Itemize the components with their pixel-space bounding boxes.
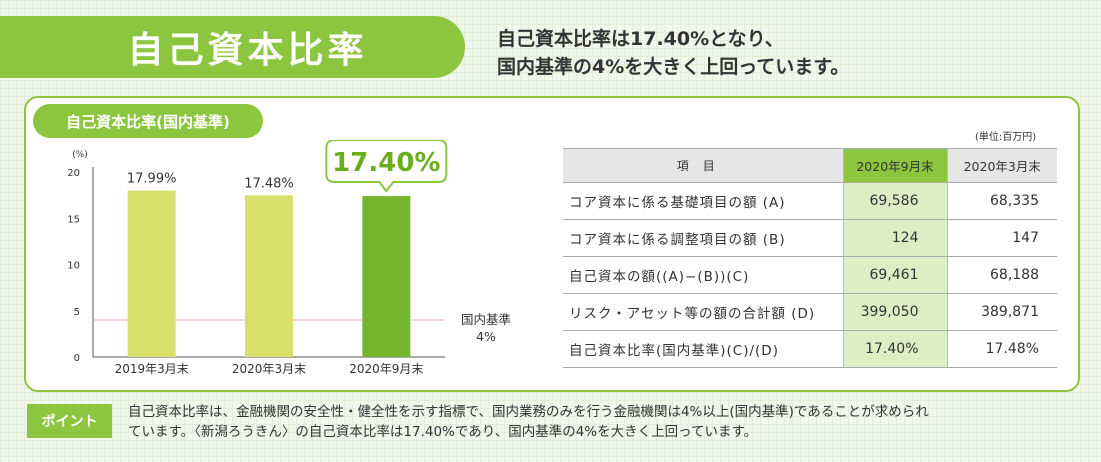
table-unit-note: (単位:百万円) <box>975 132 1037 143</box>
bar-chart: (%) 0 5 10 15 20 国内基準 4% 2019年3月末 17.99% 2020年3月末 1… <box>67 140 511 376</box>
row-value-2020-09: 17.40% <box>843 330 948 368</box>
y-tick-label: 10 <box>67 261 80 272</box>
point-badge: ポイント <box>27 404 112 438</box>
row-value-2020-03: 389,871 <box>947 293 1057 331</box>
row-value-2020-09: 69,586 <box>843 182 948 220</box>
headline: 自己資本比率は17.40%となり、 国内基準の4%を大きく上回っています。 <box>497 25 849 81</box>
row-value-2020-09: 69,461 <box>843 256 948 294</box>
table-row: コア資本に係る調整項目の額 (B) 124 147 <box>563 219 1057 257</box>
point-text: 自己資本比率は、金融機関の安全性・健全性を示す指標で、国内業務のみを行う金融機関… <box>128 402 1088 442</box>
data-label: 17.40% <box>332 148 440 178</box>
row-value-2020-03: 68,188 <box>947 256 1057 294</box>
point-line-1: 自己資本比率は、金融機関の安全性・健全性を示す指標で、国内業務のみを行う金融機関… <box>128 404 929 420</box>
row-value-2020-09: 399,050 <box>843 293 948 331</box>
page-title: 自己資本比率 <box>127 30 368 71</box>
row-item: 自己資本比率(国内基準)(C)/(D) <box>563 330 844 368</box>
table-header-row: 項目 2020年9月末 2020年3月末 <box>563 148 1057 183</box>
y-tick-label: 5 <box>74 307 80 318</box>
row-value-2020-09: 124 <box>843 219 948 257</box>
bar <box>127 190 176 357</box>
table-row: コア資本に係る基礎項目の額 (A) 69,586 68,335 <box>563 182 1057 220</box>
y-tick-label: 0 <box>74 353 80 364</box>
header-2020-09: 2020年9月末 <box>843 148 948 183</box>
y-unit-label: (%) <box>72 150 88 160</box>
row-value-2020-03: 147 <box>947 219 1057 257</box>
y-tick-label: 15 <box>67 214 80 225</box>
headline-line-2: 国内基準の4%を大きく上回っています。 <box>497 56 850 78</box>
data-label: 17.99% <box>127 172 177 187</box>
bar <box>362 196 411 357</box>
table-row: 自己資本比率(国内基準)(C)/(D) 17.40% 17.48% <box>563 330 1057 368</box>
table-row: リスク・アセット等の額の合計額 (D) 399,050 389,871 <box>563 293 1057 331</box>
row-value-2020-03: 68,335 <box>947 182 1057 220</box>
reference-label: 国内基準 <box>461 312 511 327</box>
data-label: 17.48% <box>244 176 294 191</box>
callout-bubble <box>325 140 448 193</box>
reference-value: 4% <box>476 329 496 344</box>
x-tick-label: 2020年9月末 <box>349 362 423 376</box>
bar <box>245 195 293 357</box>
row-value-2020-03: 17.48% <box>947 330 1057 368</box>
capital-table: 項目 2020年9月末 2020年3月末 コア資本に係る基礎項目の額 (A) 6… <box>563 148 1057 368</box>
row-item: コア資本に係る調整項目の額 (B) <box>563 219 844 257</box>
header-2020-03: 2020年3月末 <box>947 148 1057 183</box>
row-item: リスク・アセット等の額の合計額 (D) <box>563 293 844 331</box>
y-tick-label: 20 <box>67 168 80 179</box>
headline-line-1: 自己資本比率は17.40%となり、 <box>497 28 784 50</box>
x-tick-label: 2019年3月末 <box>115 362 189 376</box>
x-tick-label: 2020年3月末 <box>232 362 306 376</box>
title-banner: 自己資本比率 <box>0 16 465 78</box>
card-tab: 自己資本比率(国内基準) <box>33 104 263 138</box>
table-row: 自己資本の額((A)−(B))(C) 69,461 68,188 <box>563 256 1057 294</box>
row-item: 自己資本の額((A)−(B))(C) <box>563 256 844 294</box>
point-line-2: ています。〈新潟ろうきん〉の自己資本比率は17.40%であり、国内基準の4%を大… <box>128 424 758 440</box>
header-item: 項目 <box>563 148 844 183</box>
row-item: コア資本に係る基礎項目の額 (A) <box>563 182 844 220</box>
